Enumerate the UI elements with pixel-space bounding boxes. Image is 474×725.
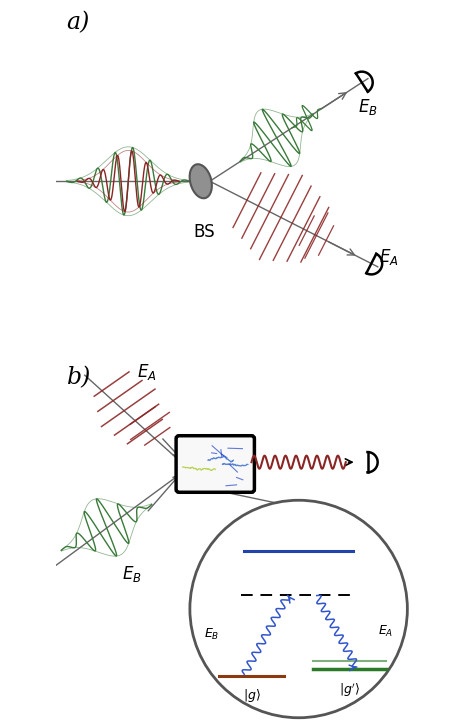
- Ellipse shape: [190, 500, 407, 718]
- Text: $E_A$: $E_A$: [379, 247, 398, 267]
- Text: $E_B$: $E_B$: [358, 97, 378, 117]
- Text: $|g\rangle$: $|g\rangle$: [243, 687, 260, 704]
- Text: $E_B$: $E_B$: [203, 627, 219, 642]
- Ellipse shape: [190, 165, 212, 198]
- Text: $E_A$: $E_A$: [378, 624, 394, 639]
- Text: BS: BS: [193, 223, 215, 241]
- Text: $E_A$: $E_A$: [137, 362, 156, 383]
- Text: a): a): [67, 11, 90, 34]
- FancyBboxPatch shape: [176, 436, 255, 492]
- Text: b): b): [67, 366, 91, 389]
- Text: $E_B$: $E_B$: [122, 564, 142, 584]
- Text: $|g'\rangle$: $|g'\rangle$: [339, 682, 360, 699]
